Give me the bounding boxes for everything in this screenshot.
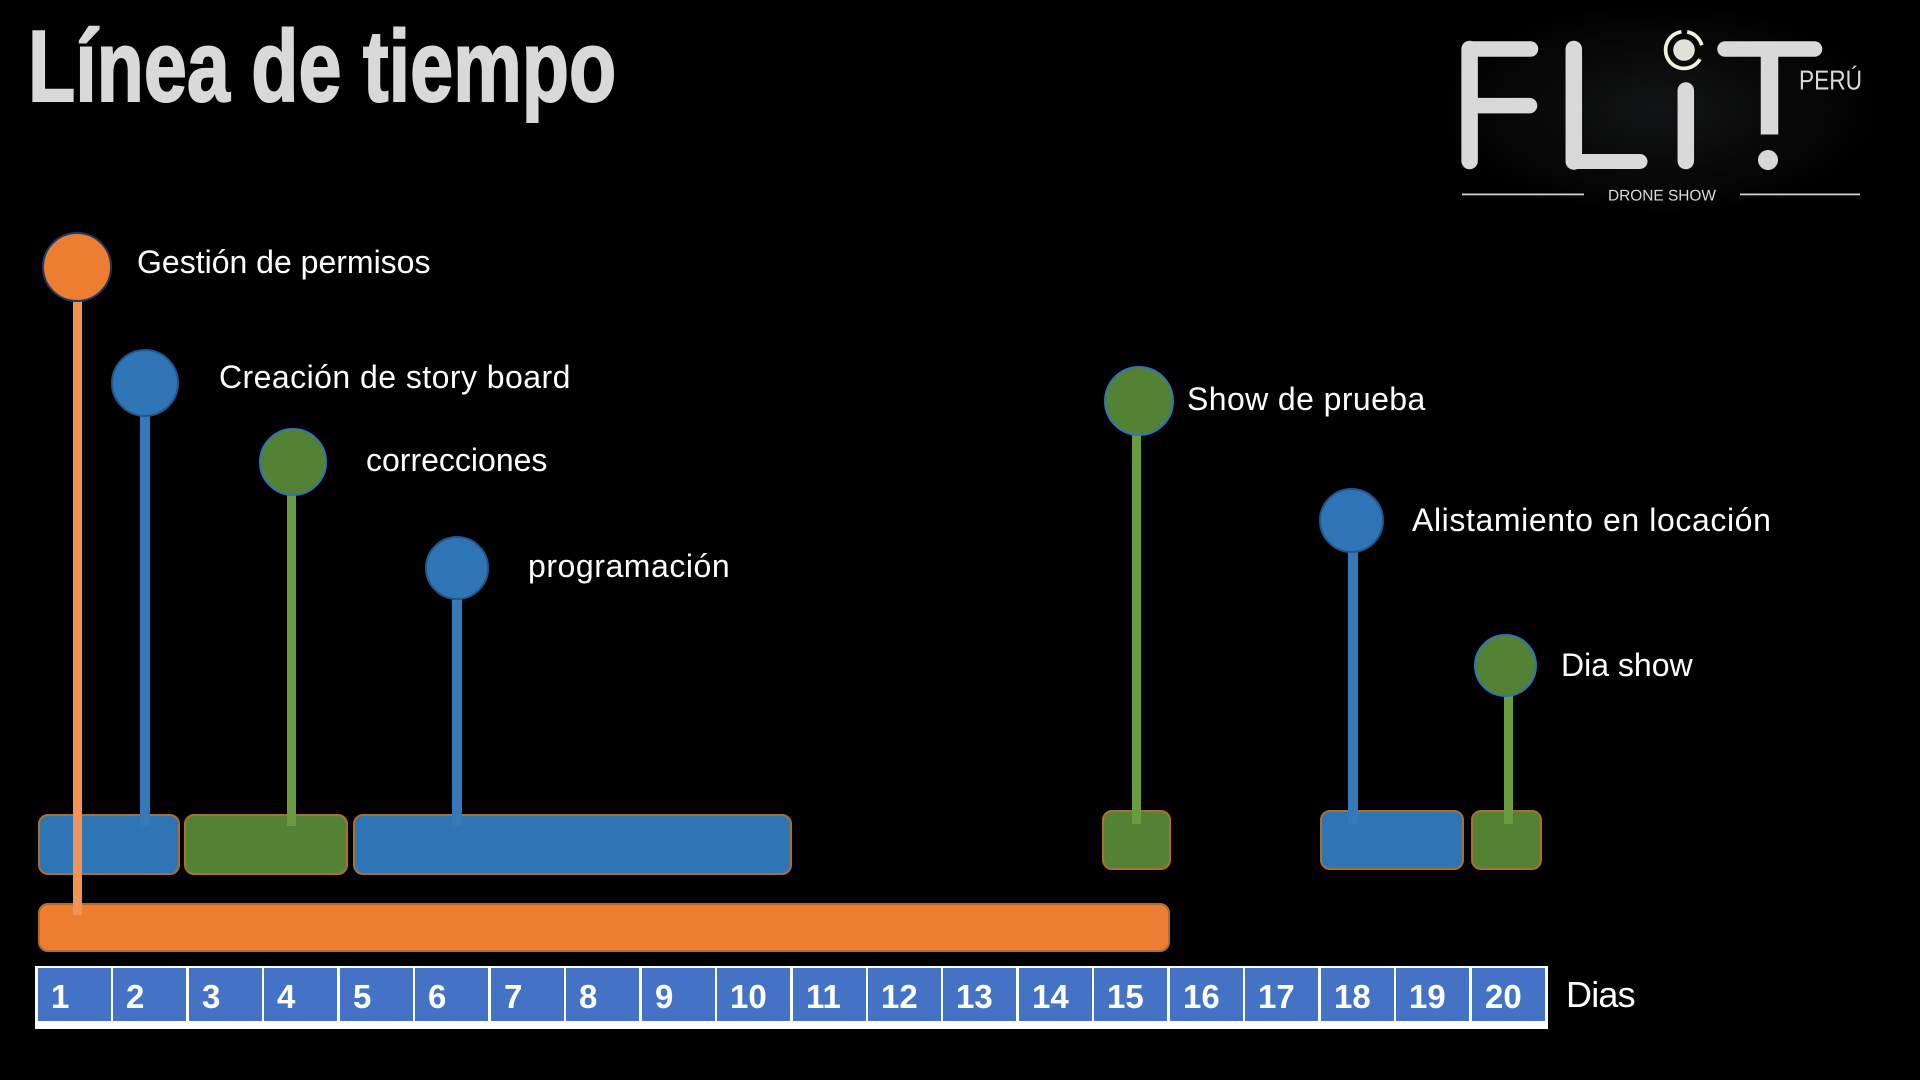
svg-text:DRONE SHOW: DRONE SHOW [1608, 188, 1716, 205]
svg-text:PERÚ: PERÚ [1799, 65, 1862, 96]
